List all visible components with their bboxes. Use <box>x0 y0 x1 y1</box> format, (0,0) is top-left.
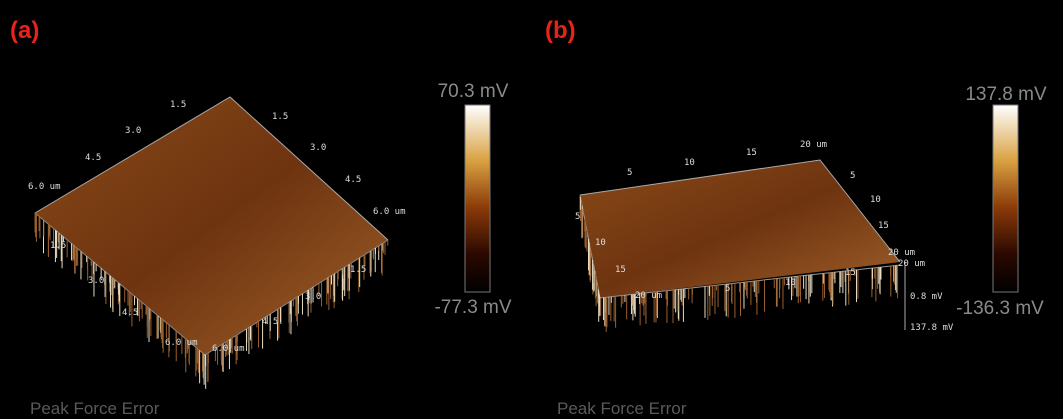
axis-tick-label: 5 <box>575 212 580 222</box>
axis-tick-label: 20 um <box>888 248 915 258</box>
axis-tick-label: 1.5 <box>272 112 288 122</box>
colorbar <box>992 104 1019 293</box>
axis-tick-label: 6.0 um <box>212 344 245 354</box>
axis-tick-label: 3.0 <box>310 143 326 153</box>
axis-tick-label: 5 <box>850 171 855 181</box>
axis-tick-label: 6.0 um <box>373 207 406 217</box>
colorbar-min: -77.3 mV <box>434 297 511 318</box>
axis-tick-label: 6.0 um <box>28 182 61 192</box>
axis-tick-label: 1.5 <box>170 100 186 110</box>
axis-tick-label: 3.0 <box>305 292 321 302</box>
axis-tick-label: 3.0 <box>88 276 104 286</box>
colorbar-max: 137.8 mV <box>965 84 1047 105</box>
axis-tick-label: 1.5 <box>350 265 366 275</box>
axis-tick-label: 4.5 <box>85 153 101 163</box>
axis-tick-label: 20 um <box>800 140 827 150</box>
axis-tick-label: 4.5 <box>262 317 278 327</box>
axis-tick-label: 10 <box>785 278 796 288</box>
axis-tick-label: 6.0 um <box>165 338 198 348</box>
axis-tick-label: 20 um <box>898 259 925 269</box>
axis-tick-label: 3.0 <box>125 126 141 136</box>
axis-tick-label: 1.5 <box>50 241 66 251</box>
axis-tick-label: 15 <box>878 221 889 231</box>
axis-tick-label: 10 <box>684 158 695 168</box>
axis-tick-label: 137.8 mV <box>910 323 954 333</box>
axis-tick-label: 4.5 <box>122 308 138 318</box>
axis-tick-label: 0.8 mV <box>910 292 943 302</box>
axis-tick-label: 10 <box>595 238 606 248</box>
caption: Peak Force Error <box>557 399 687 418</box>
axis-tick-label: 15 <box>746 148 757 158</box>
axis-tick-label: 15 <box>845 268 856 278</box>
panel-label: (a) <box>10 17 39 44</box>
axis-line <box>579 159 901 263</box>
axis-tick-label: 15 <box>615 265 626 275</box>
surface-b <box>580 160 900 298</box>
colorbar-max: 70.3 mV <box>438 81 509 102</box>
axis-tick-label: 20 um <box>635 291 662 301</box>
axis-tick-label: 10 <box>870 195 881 205</box>
axis-tick-label: 5 <box>725 284 730 294</box>
axis-tick-label: 5 <box>627 168 632 178</box>
axis-tick-label: 4.5 <box>345 175 361 185</box>
axis-line <box>34 96 389 241</box>
surface-a <box>35 97 388 355</box>
colorbar-min: -136.3 mV <box>956 298 1044 319</box>
colorbar <box>464 104 491 293</box>
caption: Peak Force Error <box>30 399 160 418</box>
surface-decoration <box>34 96 906 389</box>
panel-label: (b) <box>545 17 576 44</box>
